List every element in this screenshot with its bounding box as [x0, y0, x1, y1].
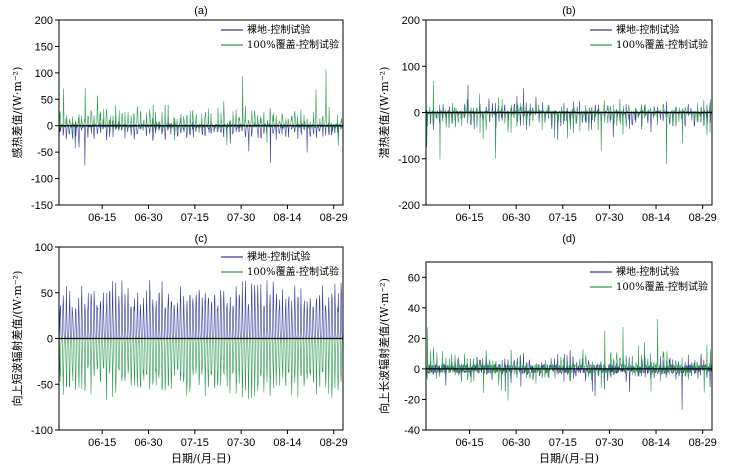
y-axis-label: 感热差值/(W·m⁻²) [10, 67, 24, 159]
y-tick-label: 200 [402, 15, 420, 27]
y-tick-label: 40 [408, 303, 420, 315]
chart-panel-d: -40 -20 0 20 40 60 06-15 06-30 07-15 07-30 08-14 08… [377, 233, 717, 449]
x-tick-label: 07-30 [595, 212, 623, 224]
y-tick-label: 100 [402, 61, 420, 73]
x-tick-label: 07-30 [595, 437, 623, 449]
y-tick-label: -200 [398, 200, 420, 212]
legend-label: 裸地-控制试验 [247, 23, 310, 36]
x-tick-label: 06-15 [455, 437, 483, 449]
panel-label: (d) [562, 233, 575, 245]
y-tick-label: 100 [35, 68, 53, 80]
x-tick-label: 08-14 [642, 437, 670, 449]
series-line-bare [59, 279, 343, 339]
y-tick-label: 0 [414, 108, 420, 120]
y-tick-label: 50 [41, 94, 53, 106]
chart-panel-c: -100 -50 0 50 100 06-15 06-30 07-15 07-30 08-14 08… [10, 233, 348, 449]
y-axis-label: 潜热差值/(W·m⁻²) [377, 67, 391, 159]
y-tick-label: 200 [35, 15, 53, 27]
plot-frame [58, 19, 344, 206]
x-axis-label-right: 日期/(月-日) [539, 452, 599, 465]
legend-label: 100%覆盖-控制试验 [616, 280, 708, 293]
x-tick-label: 08-29 [320, 212, 348, 224]
x-tick-label: 06-30 [134, 437, 162, 449]
x-tick-label: 08-29 [689, 437, 717, 449]
x-tick-label: 07-30 [227, 437, 255, 449]
panel-label: (b) [562, 5, 575, 17]
y-tick-label: 60 [408, 272, 420, 284]
x-tick-label: 06-30 [134, 212, 162, 224]
series-line-cover [425, 318, 712, 401]
y-tick-label: 50 [41, 288, 53, 300]
series-line-cover [59, 338, 343, 400]
y-axis-label: 向上长波辐射差值/(W·m⁻²) [377, 278, 391, 414]
x-tick-label: 06-15 [455, 212, 483, 224]
series-line-bare [425, 349, 712, 410]
y-tick-label: 20 [408, 333, 420, 345]
y-axis-label: 向上短波辐射差值/(W·m⁻²) [10, 271, 24, 407]
x-tick-label: 06-15 [88, 212, 116, 224]
x-tick-label: 07-15 [549, 212, 577, 224]
x-tick-label: 07-15 [181, 212, 209, 224]
legend-label: 裸地-控制试验 [616, 23, 679, 36]
chart-panel-a: -150 -100 -50 0 50 100 150 200 06-15 06-30 07-15 07… [10, 5, 348, 224]
y-tick-label: -50 [37, 379, 53, 391]
series-line-cover [425, 80, 712, 165]
y-tick-label: 100 [35, 242, 53, 254]
x-tick-label: 07-30 [227, 212, 255, 224]
x-tick-label: 06-15 [88, 437, 116, 449]
x-tick-label: 07-15 [549, 437, 577, 449]
y-tick-label: -150 [31, 200, 53, 212]
y-tick-label: -100 [31, 174, 53, 186]
y-tick-label: -50 [37, 147, 53, 159]
x-tick-label: 08-14 [642, 212, 670, 224]
plot-frame [425, 261, 713, 431]
x-tick-label: 08-14 [273, 212, 301, 224]
chart-panel-b: -200 -100 0 100 200 06-15 06-30 07-15 07-30 08-14… [377, 5, 717, 224]
x-tick-label: 08-29 [689, 212, 717, 224]
y-tick-label: 0 [47, 121, 53, 133]
y-tick-label: 0 [47, 334, 53, 346]
y-tick-label: -100 [398, 154, 420, 166]
legend-label: 100%覆盖-控制试验 [616, 38, 708, 51]
panel-label: (c) [195, 233, 208, 245]
legend-label: 100%覆盖-控制试验 [247, 265, 339, 278]
x-tick-label: 06-30 [502, 212, 530, 224]
legend-label: 100%覆盖-控制试验 [247, 38, 339, 51]
y-tick-label: -40 [404, 425, 420, 437]
x-tick-label: 06-30 [502, 437, 530, 449]
x-tick-label: 07-15 [181, 437, 209, 449]
legend-label: 裸地-控制试验 [247, 250, 310, 263]
y-tick-label: -100 [31, 425, 53, 437]
x-axis-label-left: 日期/(月-日) [171, 452, 231, 465]
y-tick-label: -20 [404, 394, 420, 406]
panel-label: (a) [194, 5, 207, 17]
y-tick-label: 0 [414, 364, 420, 376]
x-tick-label: 08-14 [273, 437, 301, 449]
x-tick-label: 08-29 [320, 437, 348, 449]
series-line-cover [58, 69, 343, 146]
legend-label: 裸地-控制试验 [616, 265, 679, 278]
y-tick-label: 150 [35, 41, 53, 53]
